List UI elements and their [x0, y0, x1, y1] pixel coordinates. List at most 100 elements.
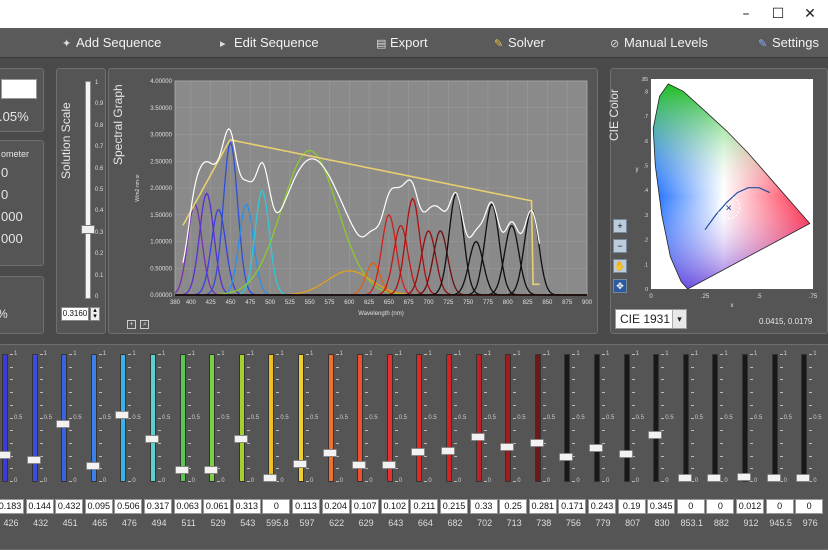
channel-slider-thumb[interactable] [707, 474, 722, 482]
channel-value-field[interactable]: 0 [706, 499, 735, 514]
channel-value-field[interactable]: 0.183 [0, 499, 24, 514]
channel-slider-track[interactable] [357, 354, 364, 482]
channel-value-field[interactable]: 0.313 [232, 499, 261, 514]
solver-button[interactable]: ✎ Solver [494, 34, 545, 52]
channel-value-field[interactable]: 0 [765, 499, 794, 514]
percent-field[interactable] [1, 79, 37, 99]
channel-value-field[interactable]: 0.095 [84, 499, 113, 514]
zoom-in-icon[interactable]: + [613, 219, 627, 233]
solution-scale-value[interactable]: 0.3160 [61, 307, 89, 321]
channel-slider-thumb[interactable] [174, 466, 189, 475]
channel-slider-track[interactable] [386, 354, 393, 482]
channel-slider-thumb[interactable] [145, 434, 159, 443]
channel-slider-thumb[interactable] [381, 461, 396, 470]
channel-slider-track[interactable] [712, 354, 719, 482]
channel-slider-track[interactable] [564, 354, 571, 482]
channel-slider-track[interactable] [298, 354, 304, 482]
channel-value-field[interactable]: 0.061 [203, 499, 232, 514]
channel-slider-thumb[interactable] [766, 474, 781, 482]
channel-slider-thumb[interactable] [796, 474, 811, 482]
channel-value-field[interactable]: 0.204 [321, 499, 350, 514]
channel-value-field[interactable]: 0 [795, 499, 824, 514]
channel-value-field[interactable]: 0 [262, 499, 291, 514]
channel-slider-thumb[interactable] [559, 452, 574, 461]
channel-slider-thumb[interactable] [648, 431, 663, 440]
channel-slider-thumb[interactable] [500, 443, 515, 451]
channel-slider-thumb[interactable] [441, 447, 455, 456]
channel-slider-thumb[interactable] [677, 474, 692, 482]
channel-slider-track[interactable] [209, 354, 216, 482]
channel-slider-thumb[interactable] [737, 472, 751, 481]
channel-slider-track[interactable] [742, 354, 748, 482]
channel-value-field[interactable]: 0.063 [173, 499, 202, 514]
channel-value-field[interactable]: 0.345 [647, 499, 676, 514]
channel-slider-track[interactable] [90, 354, 97, 482]
channel-value-field[interactable]: 0.33 [469, 499, 498, 514]
channel-value-field[interactable]: 0.171 [558, 499, 587, 514]
channel-slider-track[interactable] [150, 354, 156, 482]
channel-slider-thumb[interactable] [26, 456, 41, 465]
channel-slider-track[interactable] [475, 354, 482, 482]
channel-value-field[interactable]: 0.281 [528, 499, 557, 514]
channel-slider-track[interactable] [801, 354, 808, 482]
channel-value-field[interactable]: 0.102 [380, 499, 409, 514]
pan-icon[interactable]: ✋ [613, 259, 627, 273]
solution-scale-track[interactable] [85, 81, 91, 299]
settings-button[interactable]: ✎ Settings [758, 34, 819, 52]
channel-slider-track[interactable] [416, 354, 423, 482]
channel-slider-thumb[interactable] [589, 443, 603, 452]
channel-value-field[interactable]: 0.19 [617, 499, 646, 514]
channel-slider-track[interactable] [623, 354, 630, 482]
channel-slider-thumb[interactable] [115, 411, 130, 420]
channel-slider-track[interactable] [771, 354, 778, 482]
add-sequence-button[interactable]: ✦ Add Sequence [62, 34, 161, 52]
channel-slider-track[interactable] [594, 354, 600, 482]
channel-slider-thumb[interactable] [352, 460, 367, 469]
channel-slider-track[interactable] [682, 354, 689, 482]
fit-icon[interactable]: ✥ [613, 279, 627, 293]
channel-value-field[interactable]: 0.107 [351, 499, 380, 514]
spinner-icon[interactable]: ▴ ▾ [90, 307, 100, 321]
channel-slider-thumb[interactable] [233, 435, 248, 444]
channel-slider-thumb[interactable] [56, 420, 71, 429]
channel-value-field[interactable]: 0.012 [736, 499, 764, 514]
maximize-button[interactable]: ☐ [771, 6, 785, 22]
channel-slider-track[interactable] [268, 354, 275, 482]
channel-value-field[interactable]: 0.25 [499, 499, 528, 514]
channel-slider-track[interactable] [534, 354, 541, 482]
channel-value-field[interactable]: 0.432 [55, 499, 84, 514]
channel-slider-thumb[interactable] [322, 448, 337, 457]
minimize-button[interactable]: – [742, 6, 750, 22]
zoom-out-icon[interactable]: − [613, 239, 627, 253]
channel-slider-track[interactable] [505, 354, 512, 482]
channel-slider-thumb[interactable] [204, 466, 219, 475]
channel-slider-track[interactable] [327, 354, 334, 482]
channel-slider-thumb[interactable] [411, 447, 426, 456]
channel-value-field[interactable]: 0.243 [588, 499, 616, 514]
channel-value-field[interactable]: 0.144 [25, 499, 54, 514]
channel-slider-thumb[interactable] [85, 462, 100, 471]
zoom-tool-icon[interactable]: ⌕ [140, 320, 150, 329]
channel-slider-track[interactable] [2, 354, 8, 482]
channel-slider-track[interactable] [238, 354, 245, 482]
channel-slider-thumb[interactable] [263, 474, 278, 482]
select-tool-icon[interactable]: + [127, 320, 136, 329]
channel-value-field[interactable]: 0 [676, 499, 705, 514]
channel-slider-thumb[interactable] [529, 439, 544, 448]
channel-slider-track[interactable] [61, 354, 68, 482]
channel-value-field[interactable]: 0.215 [440, 499, 468, 514]
solution-scale-thumb[interactable] [81, 225, 95, 235]
channel-value-field[interactable]: 0.211 [410, 499, 439, 514]
channel-slider-thumb[interactable] [293, 459, 307, 468]
channel-value-field[interactable]: 0.506 [114, 499, 143, 514]
channel-value-field[interactable]: 0.317 [144, 499, 172, 514]
cie-standard-select[interactable]: CIE 1931 ▾ [615, 309, 687, 329]
channel-value-field[interactable]: 0.113 [292, 499, 320, 514]
channel-slider-track[interactable] [653, 354, 660, 482]
channel-slider-thumb[interactable] [470, 433, 485, 442]
channel-slider-track[interactable] [446, 354, 452, 482]
channel-slider-thumb[interactable] [0, 451, 11, 460]
edit-sequence-button[interactable]: ▸ Edit Sequence [220, 34, 319, 52]
channel-slider-track[interactable] [179, 354, 186, 482]
export-button[interactable]: ▤ Export [376, 34, 428, 52]
